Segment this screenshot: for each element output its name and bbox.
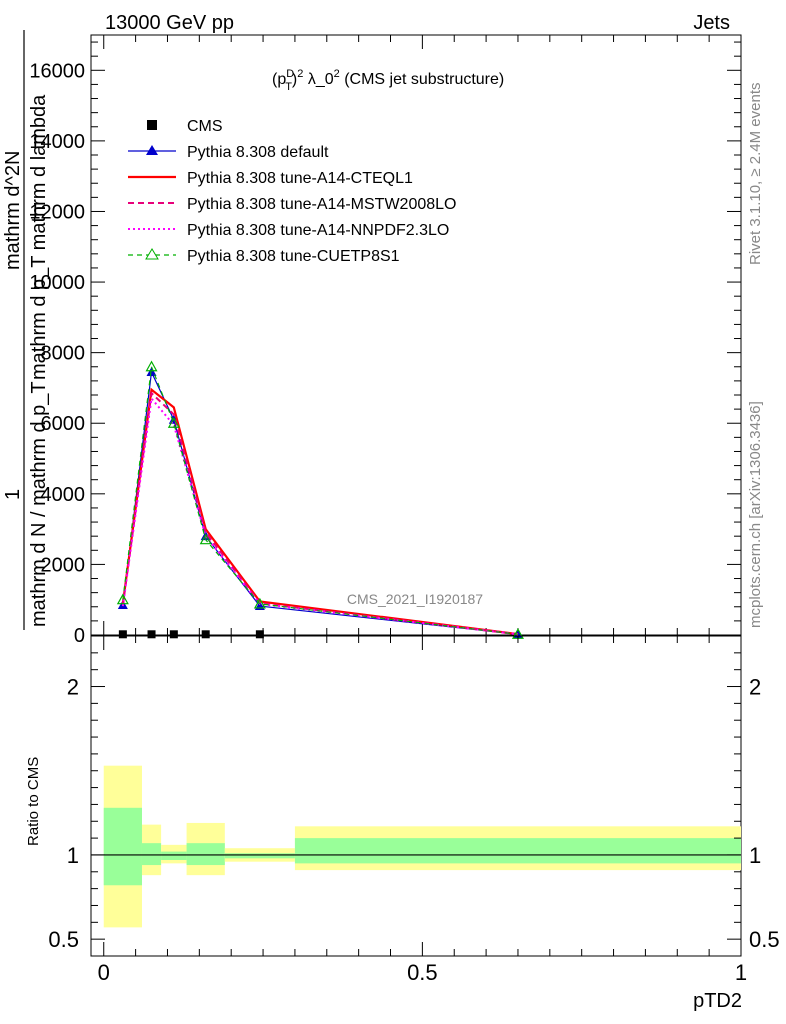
ratio-band-stat <box>224 853 295 859</box>
ratio-xtick-label: 0 <box>98 960 110 985</box>
legend-label-mstw: Pythia 8.308 tune-A14-MSTW2008LO <box>187 196 456 213</box>
main-ytick-label: 4000 <box>41 484 86 506</box>
watermark: CMS_2021_I1920187 <box>347 591 483 607</box>
process-label: Jets <box>693 12 730 34</box>
main-ytick-label: 8000 <box>41 343 86 365</box>
point-cms <box>147 630 156 639</box>
main-ylabel: 1 mathrm d N / mathrm d p_T mathrm d^2N … <box>2 30 50 630</box>
ratio-ytick-label: 2 <box>67 675 79 700</box>
ylabel-denominator-2: mathrm d p_T mathrm d lambda <box>28 94 50 380</box>
main-x-ticks <box>103 35 742 635</box>
series-line-cuetp <box>122 366 519 635</box>
ratio-band-stat <box>161 851 187 860</box>
legend-label-cteql1: Pythia 8.308 tune-A14-CTEQL1 <box>187 170 413 187</box>
ratio-ytick-label-right: 2 <box>749 675 761 700</box>
ratio-xtick-label: 0.5 <box>407 960 438 985</box>
rivet-label: Rivet 3.1.10, ≥ 2.4M events <box>747 83 764 266</box>
main-ytick-label: 14000 <box>29 131 85 153</box>
point-cuetp <box>167 416 180 428</box>
mcplots-label: mcplots.cern.ch [arXiv:1306.3436] <box>747 401 764 628</box>
legend-marker-cms <box>147 120 157 130</box>
energy-label: 13000 GeV pp <box>105 12 234 34</box>
point-cuetp <box>145 360 158 372</box>
point-default <box>146 367 157 377</box>
point-cms <box>118 630 127 639</box>
point-cuetp <box>253 597 266 609</box>
point-cms <box>255 630 264 639</box>
ratio-ticks: 0.5 0.51 12 20 0.5 1 <box>48 636 780 985</box>
legend-label-cuetp: Pythia 8.308 tune-CUETP8S1 <box>187 248 400 265</box>
legend-marker-cuetp <box>145 248 159 260</box>
ratio-ytick-label: 0.5 <box>48 927 79 952</box>
main-plot-frame <box>90 34 742 636</box>
main-ytick-label: 16000 <box>29 60 85 82</box>
ratio-band-stat <box>294 838 741 864</box>
ratio-ylabel: Ratio to CMS <box>25 757 42 846</box>
ylabel-denominator: mathrm d N / mathrm d p_T <box>28 381 50 627</box>
ratio-band-stat <box>186 843 225 866</box>
legend-marker-default <box>146 145 158 155</box>
main-ytick-label: 2000 <box>41 554 86 576</box>
legend: CMS Pythia 8.308 default Pythia 8.308 tune… <box>128 118 456 265</box>
main-ytick-label: 12000 <box>29 201 85 223</box>
ratio-plot-frame <box>90 635 742 957</box>
ylabel-numerator-one: 1 <box>2 489 24 500</box>
ratio-ytick-label-right: 1 <box>749 843 761 868</box>
ratio-bands <box>103 765 741 928</box>
ratio-band-stat <box>103 807 142 886</box>
ratio-xtick-label: 1 <box>735 960 747 985</box>
legend-label-nnpdf: Pythia 8.308 tune-A14-NNPDF2.3LO <box>187 222 449 239</box>
ratio-xlabel: pTD2 <box>693 990 742 1012</box>
point-cms <box>201 630 210 639</box>
series-line-default <box>122 369 519 635</box>
legend-label-data: CMS <box>187 118 223 135</box>
main-y-ticks: 0 2000 4000 6000 8000 10000 12000 14000 16000 <box>29 41 741 647</box>
main-ytick-label: 0 <box>74 625 85 647</box>
ratio-ytick-label-right: 0.5 <box>749 927 780 952</box>
point-cuetp <box>199 533 212 545</box>
ratio-band-stat <box>141 843 162 866</box>
point-cuetp <box>116 593 129 605</box>
main-ytick-label: 10000 <box>29 272 85 294</box>
main-title: (pD T)2 λ_02 (CMS jet substructure) <box>272 68 504 93</box>
legend-label-default: Pythia 8.308 default <box>187 144 329 161</box>
series-line-mstw <box>121 391 519 636</box>
ratio-ytick-label: 1 <box>67 843 79 868</box>
ylabel-numerator: mathrm d^2N <box>2 151 24 270</box>
point-cms <box>169 630 178 639</box>
main-ytick-label: 6000 <box>41 413 86 435</box>
